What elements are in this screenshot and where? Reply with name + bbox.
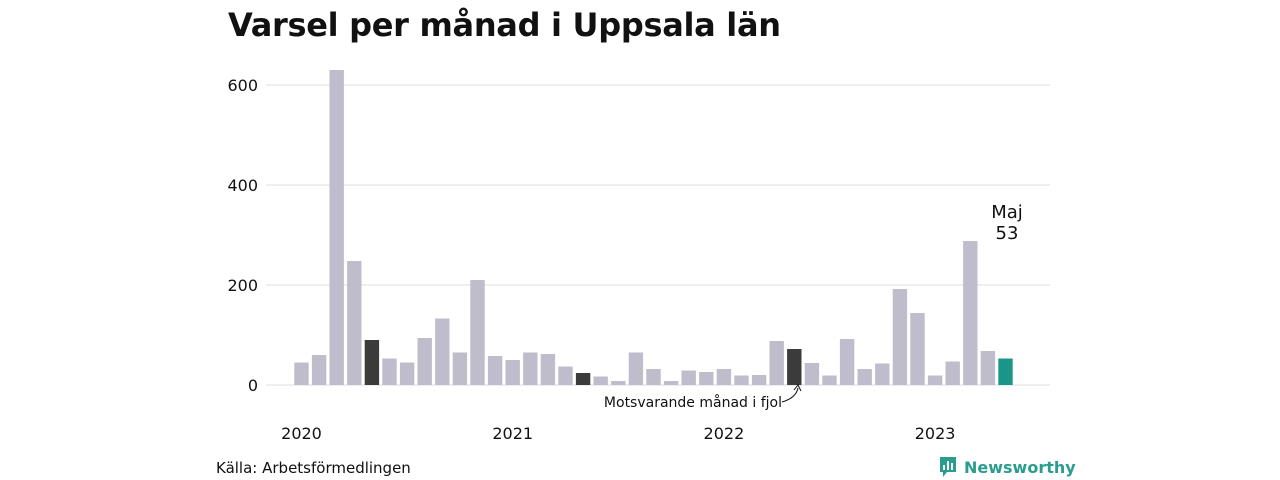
bar-2022-03 <box>751 375 767 385</box>
annotation-arrowhead <box>793 384 802 392</box>
x-year-label: 2023 <box>915 424 956 443</box>
y-tick-label: 200 <box>227 276 258 295</box>
source-note: Källa: Arbetsförmedlingen <box>216 459 411 477</box>
chart-title: Varsel per månad i Uppsala län <box>228 6 781 44</box>
bar-2023-04 <box>980 351 996 385</box>
bar-2021-09 <box>646 369 661 385</box>
gridlines <box>266 84 1050 386</box>
bar-2022-08 <box>839 339 855 385</box>
bar-2021-12 <box>699 372 714 385</box>
x-axis-year-labels: 2020 2021 2022 2023 <box>281 424 955 443</box>
bar-2021-02 <box>523 352 538 385</box>
bar-2022-01 <box>716 369 732 385</box>
bar-chart-speech-bubble-icon <box>940 457 956 477</box>
bar-2022-12 <box>910 313 925 385</box>
bar-2020-11 <box>470 280 485 385</box>
bar-2020-02 <box>311 355 327 385</box>
annotation-arrow <box>781 387 799 403</box>
annotations: Motsvarande månad i fjol Maj 53 <box>604 202 1023 411</box>
y-tick-label: 0 <box>248 376 258 395</box>
bar-2022-06 <box>804 363 820 385</box>
bar-2023-05 <box>998 358 1013 385</box>
bar-2023-03 <box>963 241 978 385</box>
bar-2021-11 <box>681 370 696 385</box>
bar-2021-07 <box>611 381 626 385</box>
bar-2020-03 <box>329 70 344 385</box>
bar-2021-01 <box>505 360 520 385</box>
bar-2021-06 <box>593 376 608 385</box>
current-month-label: Maj <box>991 202 1023 223</box>
bar-2021-05 <box>575 373 591 385</box>
x-year-label: 2020 <box>281 424 322 443</box>
bar-2022-02 <box>734 375 749 385</box>
bar-2021-04 <box>558 366 573 385</box>
bar-2020-04 <box>347 261 362 385</box>
x-year-label: 2021 <box>492 424 533 443</box>
bar-2022-07 <box>822 375 837 385</box>
current-value-label: 53 <box>996 223 1019 244</box>
y-tick-label: 600 <box>227 76 258 95</box>
bar-2022-10 <box>875 363 890 385</box>
bar-2021-10 <box>663 381 679 385</box>
bar-2023-02 <box>945 361 960 385</box>
bar-2020-09 <box>435 318 450 385</box>
bar-2021-08 <box>628 352 644 385</box>
brand-logo: Newsworthy <box>938 456 1076 478</box>
bar-2020-05 <box>364 340 380 385</box>
bar-2023-01 <box>927 375 943 385</box>
bar-2020-07 <box>399 362 415 385</box>
bar-2022-09 <box>857 369 872 385</box>
y-tick-label: 400 <box>227 176 258 195</box>
bar-2021-03 <box>540 354 556 385</box>
bar-2022-05 <box>787 349 802 385</box>
bar-2020-06 <box>382 358 397 385</box>
bar-2020-10 <box>452 352 468 385</box>
bar-2022-11 <box>892 289 908 385</box>
brand-name: Newsworthy <box>964 457 1076 477</box>
bar-2020-01 <box>294 362 309 385</box>
bars <box>294 70 1013 385</box>
bar-2022-04 <box>769 341 784 385</box>
x-year-label: 2022 <box>704 424 745 443</box>
bar-2020-12 <box>487 356 503 385</box>
y-axis-ticks: 0 200 400 600 <box>227 76 258 395</box>
bar-2020-08 <box>417 338 432 385</box>
same-month-annotation: Motsvarande månad i fjol <box>604 394 782 411</box>
